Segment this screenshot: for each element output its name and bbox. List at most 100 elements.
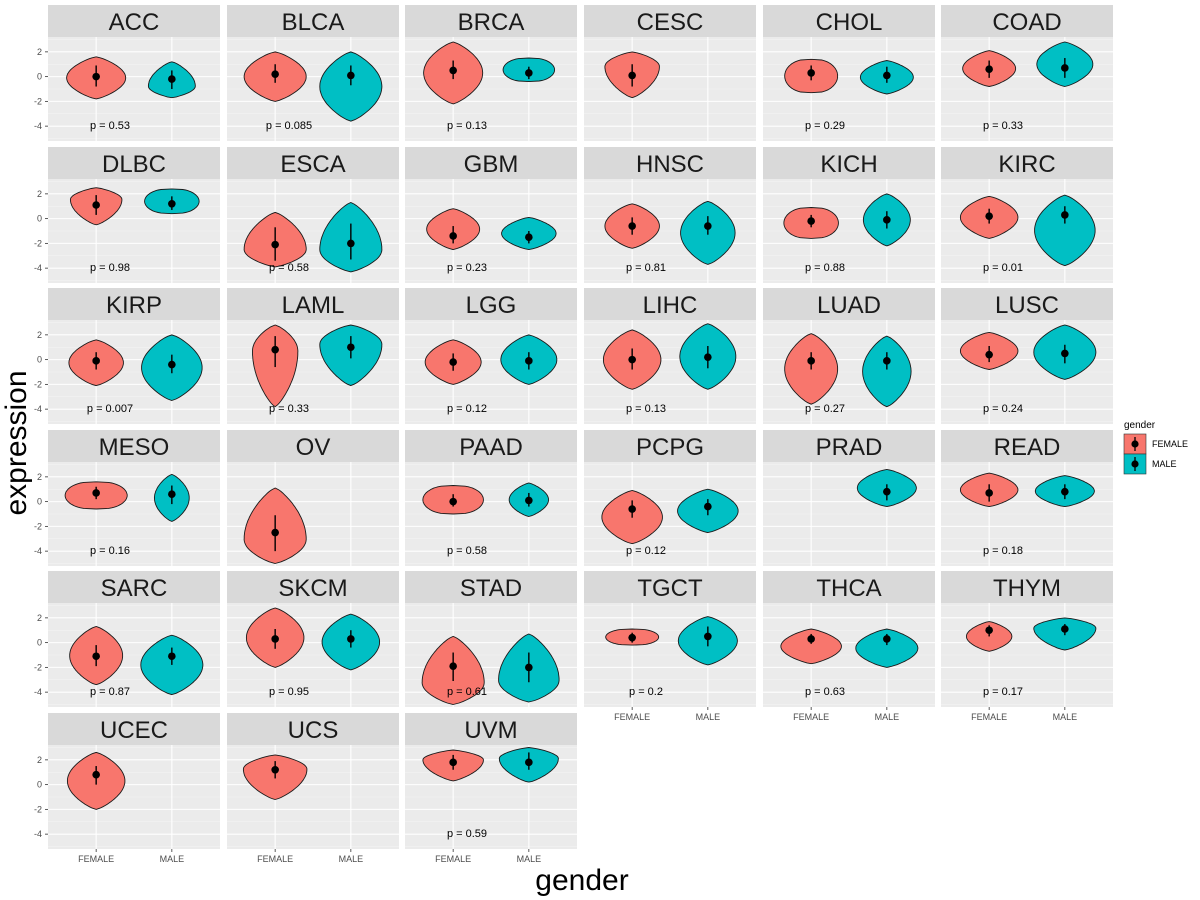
strip-label: ACC <box>109 9 160 36</box>
p-value-label: p = 0.27 <box>805 403 845 415</box>
facet-panel-blca: BLCA p = 0.085 <box>227 5 399 141</box>
y-tick-label: 2 <box>37 47 42 57</box>
violin-male <box>862 193 911 247</box>
strip-bg <box>405 571 577 603</box>
p-value-label: p = 0.24 <box>983 403 1023 415</box>
violin-male <box>141 334 203 401</box>
strip-bg <box>227 5 399 37</box>
mean-point <box>807 357 815 365</box>
x-tick-label: FEMALE <box>257 854 293 864</box>
p-value-label: p = 0.61 <box>447 686 487 698</box>
violin-female <box>66 751 126 810</box>
facet-panel-tgct: TGCT p = 0.2 FEMALE MALE <box>584 571 756 722</box>
mean-point <box>449 358 457 366</box>
strip-label: LUAD <box>817 292 881 319</box>
mean-point <box>883 357 891 365</box>
facet-panel-brca: BRCA p = 0.13 <box>405 5 577 141</box>
p-value-label: p = 0.085 <box>266 120 312 132</box>
y-tick-label: -2 <box>34 521 42 531</box>
y-tick-label: 2 <box>37 613 42 623</box>
p-value-label: p = 0.12 <box>626 545 666 557</box>
y-tick-label: -4 <box>34 829 42 839</box>
y-tick-label: -4 <box>34 687 42 697</box>
violin-male <box>680 200 736 265</box>
strip-label: LIHC <box>643 292 698 319</box>
strip-label: KIRP <box>106 292 162 319</box>
violin-male <box>144 188 200 215</box>
strip-bg <box>405 147 577 179</box>
x-axis-title: gender <box>535 864 628 897</box>
strip-bg <box>227 430 399 462</box>
violin-male <box>153 473 190 522</box>
mean-point <box>92 72 100 81</box>
mean-point <box>883 635 891 643</box>
facet-panel-pcpg: PCPG p = 0.12 <box>584 430 756 566</box>
x-tick-label: MALE <box>696 712 721 722</box>
facet-panel-thca: THCA p = 0.63 FEMALE MALE <box>763 571 935 722</box>
x-tick-label: MALE <box>339 854 364 864</box>
violin-female <box>604 203 660 249</box>
mean-point <box>92 489 100 497</box>
y-tick-label: -2 <box>34 238 42 248</box>
strip-label: CHOL <box>816 9 883 36</box>
strip-bg <box>584 5 756 37</box>
y-tick-label: 2 <box>37 189 42 199</box>
strip-bg <box>763 147 935 179</box>
strip-label: LAML <box>282 292 345 319</box>
strip-label: CESC <box>637 9 704 36</box>
strip-bg <box>48 288 220 320</box>
mean-point <box>347 239 355 248</box>
mean-point <box>628 71 636 80</box>
mean-point <box>807 635 815 643</box>
strip-bg <box>227 147 399 179</box>
strip-label: DLBC <box>102 151 166 178</box>
p-value-label: p = 0.95 <box>269 686 309 698</box>
strip-label: THCA <box>816 575 881 602</box>
mean-point <box>704 353 712 361</box>
p-value-label: p = 0.12 <box>447 403 487 415</box>
mean-point <box>449 497 457 506</box>
mean-point <box>807 217 815 225</box>
facet-panel-coad: COAD p = 0.33 <box>941 5 1113 141</box>
violin-male <box>1033 617 1097 651</box>
violin-male <box>1034 475 1095 508</box>
violin-male <box>1036 41 1094 87</box>
violin-female <box>602 329 662 390</box>
mean-point <box>1061 211 1069 219</box>
p-value-label: p = 0.007 <box>87 403 133 415</box>
violin-male <box>859 60 914 95</box>
mean-point <box>347 635 355 643</box>
mean-point <box>985 350 993 359</box>
y-axis-title: expression <box>0 370 33 515</box>
mean-point <box>525 758 533 767</box>
strip-label: BLCA <box>282 9 345 36</box>
facet-panel-hnsc: HNSC p = 0.81 <box>584 147 756 283</box>
mean-point <box>525 69 533 77</box>
x-tick-label: FEMALE <box>614 712 650 722</box>
violin-female <box>242 754 308 800</box>
strip-bg <box>584 430 756 462</box>
legend-title: gender <box>1124 420 1156 431</box>
facet-panel-sarc: SARC -4 -2 0 2 p = 0.87 <box>34 571 220 707</box>
strip-bg <box>941 571 1113 603</box>
facet-panel-meso: MESO -4 -2 0 2 p = 0.16 <box>34 430 220 566</box>
strip-bg <box>227 288 399 320</box>
violin-male <box>147 61 196 99</box>
strip-bg <box>763 571 935 603</box>
mean-point <box>628 505 636 513</box>
strip-label: STAD <box>460 575 522 602</box>
violin-female <box>423 41 484 105</box>
p-value-label: p = 0.33 <box>983 120 1023 132</box>
violin-shape <box>319 51 383 122</box>
mean-point <box>449 662 457 670</box>
mean-point <box>168 75 176 83</box>
mean-point <box>628 222 636 230</box>
violin-female <box>422 749 484 782</box>
legend-key-male <box>1123 453 1147 475</box>
violin-female <box>604 51 660 99</box>
facet-panel-stad: STAD p = 0.61 <box>405 571 577 707</box>
mean-point <box>92 201 100 209</box>
p-value-label: p = 0.53 <box>90 120 130 132</box>
violin-shape <box>780 628 842 665</box>
strip-label: MESO <box>99 434 170 461</box>
